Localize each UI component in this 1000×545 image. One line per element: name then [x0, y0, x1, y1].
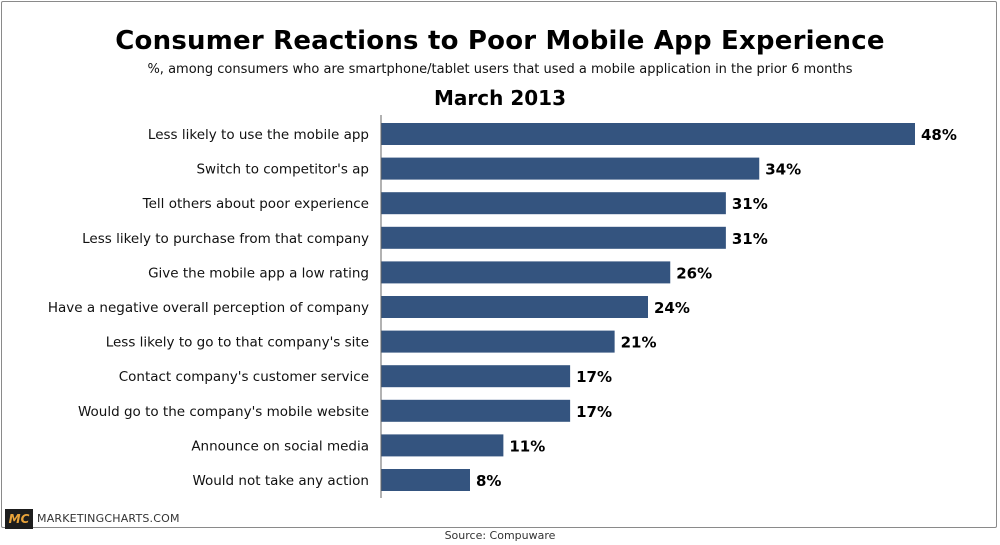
bar: [381, 330, 615, 353]
bar: [381, 157, 760, 180]
value-label: 31%: [732, 195, 768, 213]
category-label: Announce on social media: [191, 438, 369, 454]
bar: [381, 123, 915, 145]
source-text: Source: Compuware: [444, 529, 556, 542]
bar: [381, 226, 726, 249]
value-label: 26%: [676, 264, 712, 282]
bar: [381, 365, 571, 388]
category-label: Tell others about poor experience: [142, 196, 369, 212]
category-label: Have a negative overall perception of co…: [48, 300, 369, 316]
value-label: 48%: [921, 126, 957, 144]
bar: [381, 192, 726, 215]
value-label: 24%: [654, 299, 690, 317]
chart-period: March 2013: [434, 86, 566, 110]
category-label: Give the mobile app a low rating: [148, 265, 369, 281]
bars-layer: Less likely to use the mobile app 48% Swit…: [48, 123, 957, 491]
category-label: Switch to competitor's ap: [196, 162, 369, 178]
bar: [381, 261, 671, 284]
value-label: 31%: [732, 230, 768, 248]
category-label: Less likely to purchase from that compan…: [82, 231, 369, 247]
bar: [381, 296, 648, 318]
chart-frame: [1, 1, 997, 528]
category-label: Less likely to go to that company's site: [106, 335, 369, 351]
value-label: 11%: [509, 437, 545, 455]
chart-subtitle: %, among consumers who are smartphone/ta…: [147, 62, 853, 77]
value-label: 17%: [576, 368, 612, 386]
category-label: Would go to the company's mobile website: [78, 404, 369, 420]
value-label: 17%: [576, 403, 612, 421]
value-label: 34%: [765, 161, 801, 179]
value-label: 8%: [476, 472, 501, 490]
bar: [381, 434, 504, 457]
category-label: Contact company's customer service: [119, 369, 369, 385]
category-label: Less likely to use the mobile app: [148, 127, 369, 143]
brand-text: MARKETINGCHARTS.COM: [37, 512, 180, 525]
value-label: 21%: [621, 334, 657, 352]
bar: [381, 399, 571, 422]
category-label: Would not take any action: [192, 473, 369, 489]
chart-title: Consumer Reactions to Poor Mobile App Ex…: [115, 26, 885, 56]
bar: [381, 469, 470, 491]
marketingcharts-logo: MC: [5, 509, 33, 529]
